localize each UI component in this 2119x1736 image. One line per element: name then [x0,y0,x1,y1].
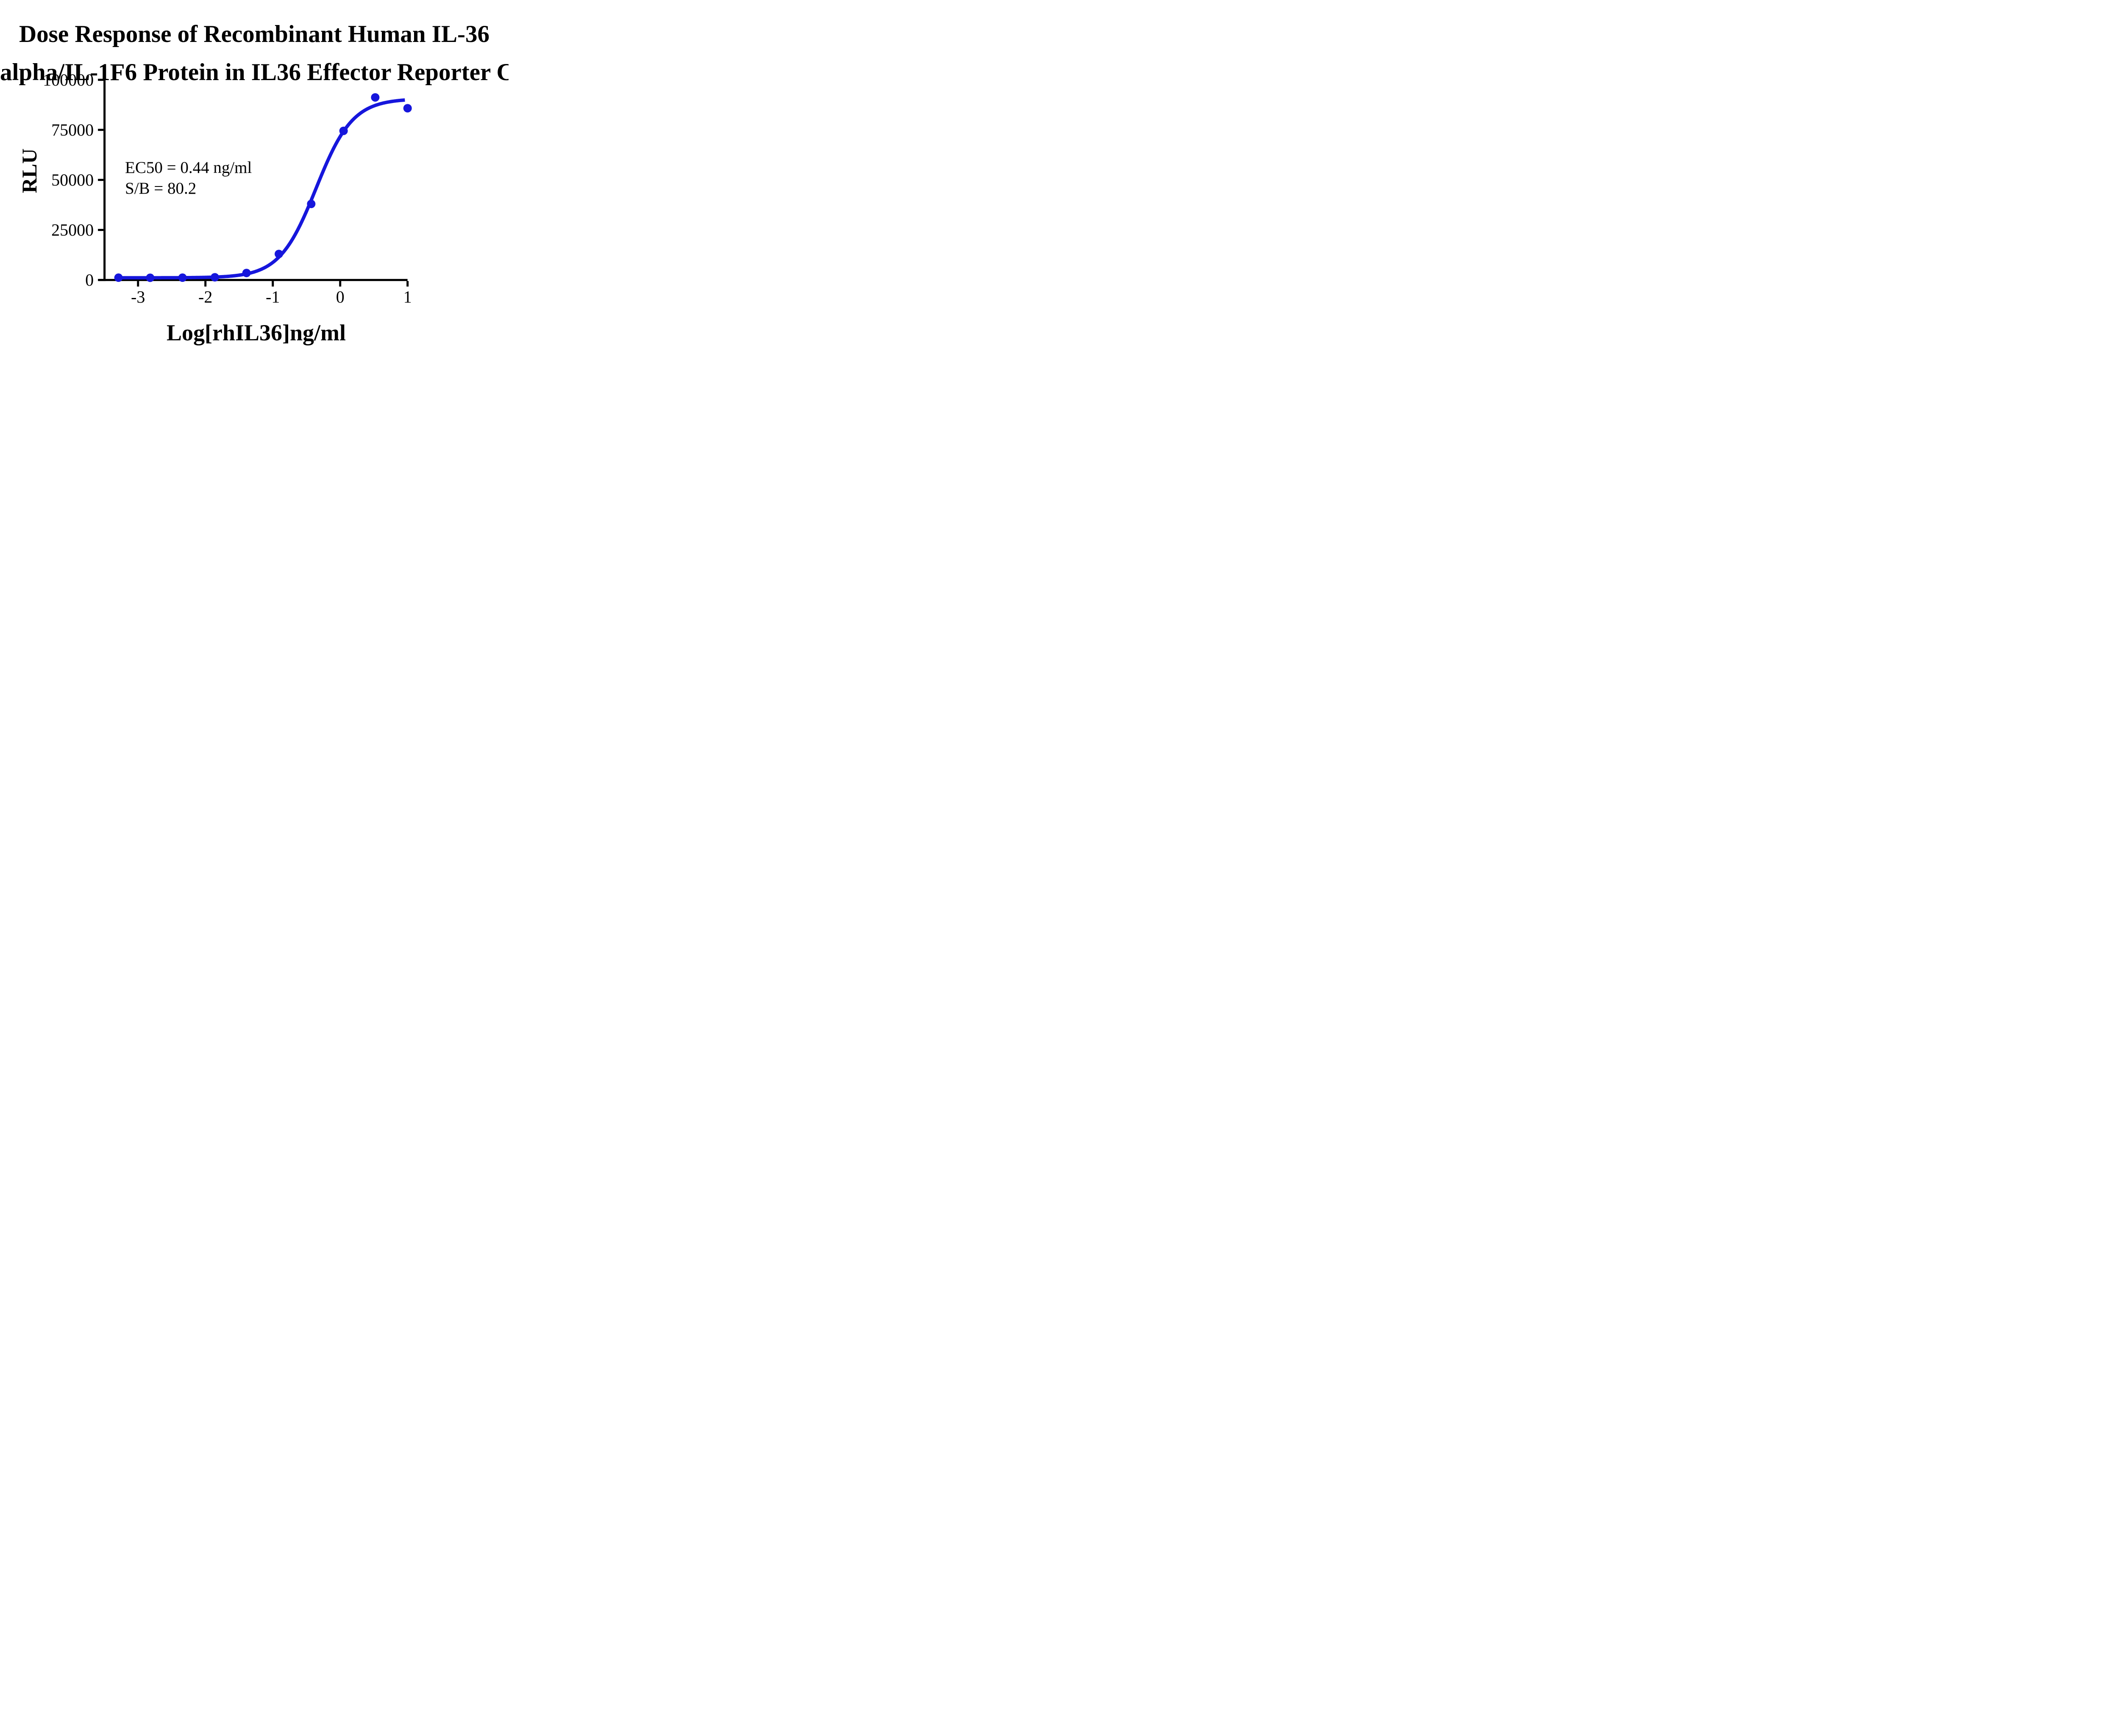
y-tick-label: 75000 [51,120,94,139]
signal-background-annotation: S/B = 80.2 [125,179,197,198]
ec50-annotation: EC50 = 0.44 ng/ml [125,159,252,177]
chart-title-line-1: Dose Response of Recombinant Human IL-36 [19,21,489,47]
x-tick-label: -1 [266,287,280,306]
fit-annotation: EC50 = 0.44 ng/ml S/B = 80.2 [125,157,252,199]
y-tick-label: 50000 [51,170,94,189]
data-point [114,273,123,282]
fit-curve [117,98,406,280]
data-point [178,273,187,282]
data-point [275,250,284,259]
y-tick-label: 100000 [43,70,94,89]
chart-title: Dose Response of Recombinant Human IL-36… [0,15,509,92]
data-point [242,269,251,278]
x-tick-label: -2 [198,287,212,306]
data-point [371,93,380,102]
x-axis-label: Log[rhIL36]ng/ml [166,320,346,345]
data-point [307,200,316,209]
data-point [210,273,219,282]
x-tick-label: 0 [336,287,345,306]
data-point [339,126,348,135]
x-tick-label: 1 [403,287,412,306]
y-tick-label: 0 [85,270,94,289]
y-tick-label: 25000 [51,220,94,239]
chart-title-line-2: alpha/IL-1F6 Protein in IL36 Effector Re… [0,59,509,86]
data-point [146,273,155,282]
x-tick-label: -3 [131,287,145,306]
dose-response-figure: Dose Response of Recombinant Human IL-36… [0,0,509,347]
data-point [403,104,412,113]
plot-svg: -3 -2 -1 0 1 0 25000 50000 75000 100000 [43,70,412,306]
